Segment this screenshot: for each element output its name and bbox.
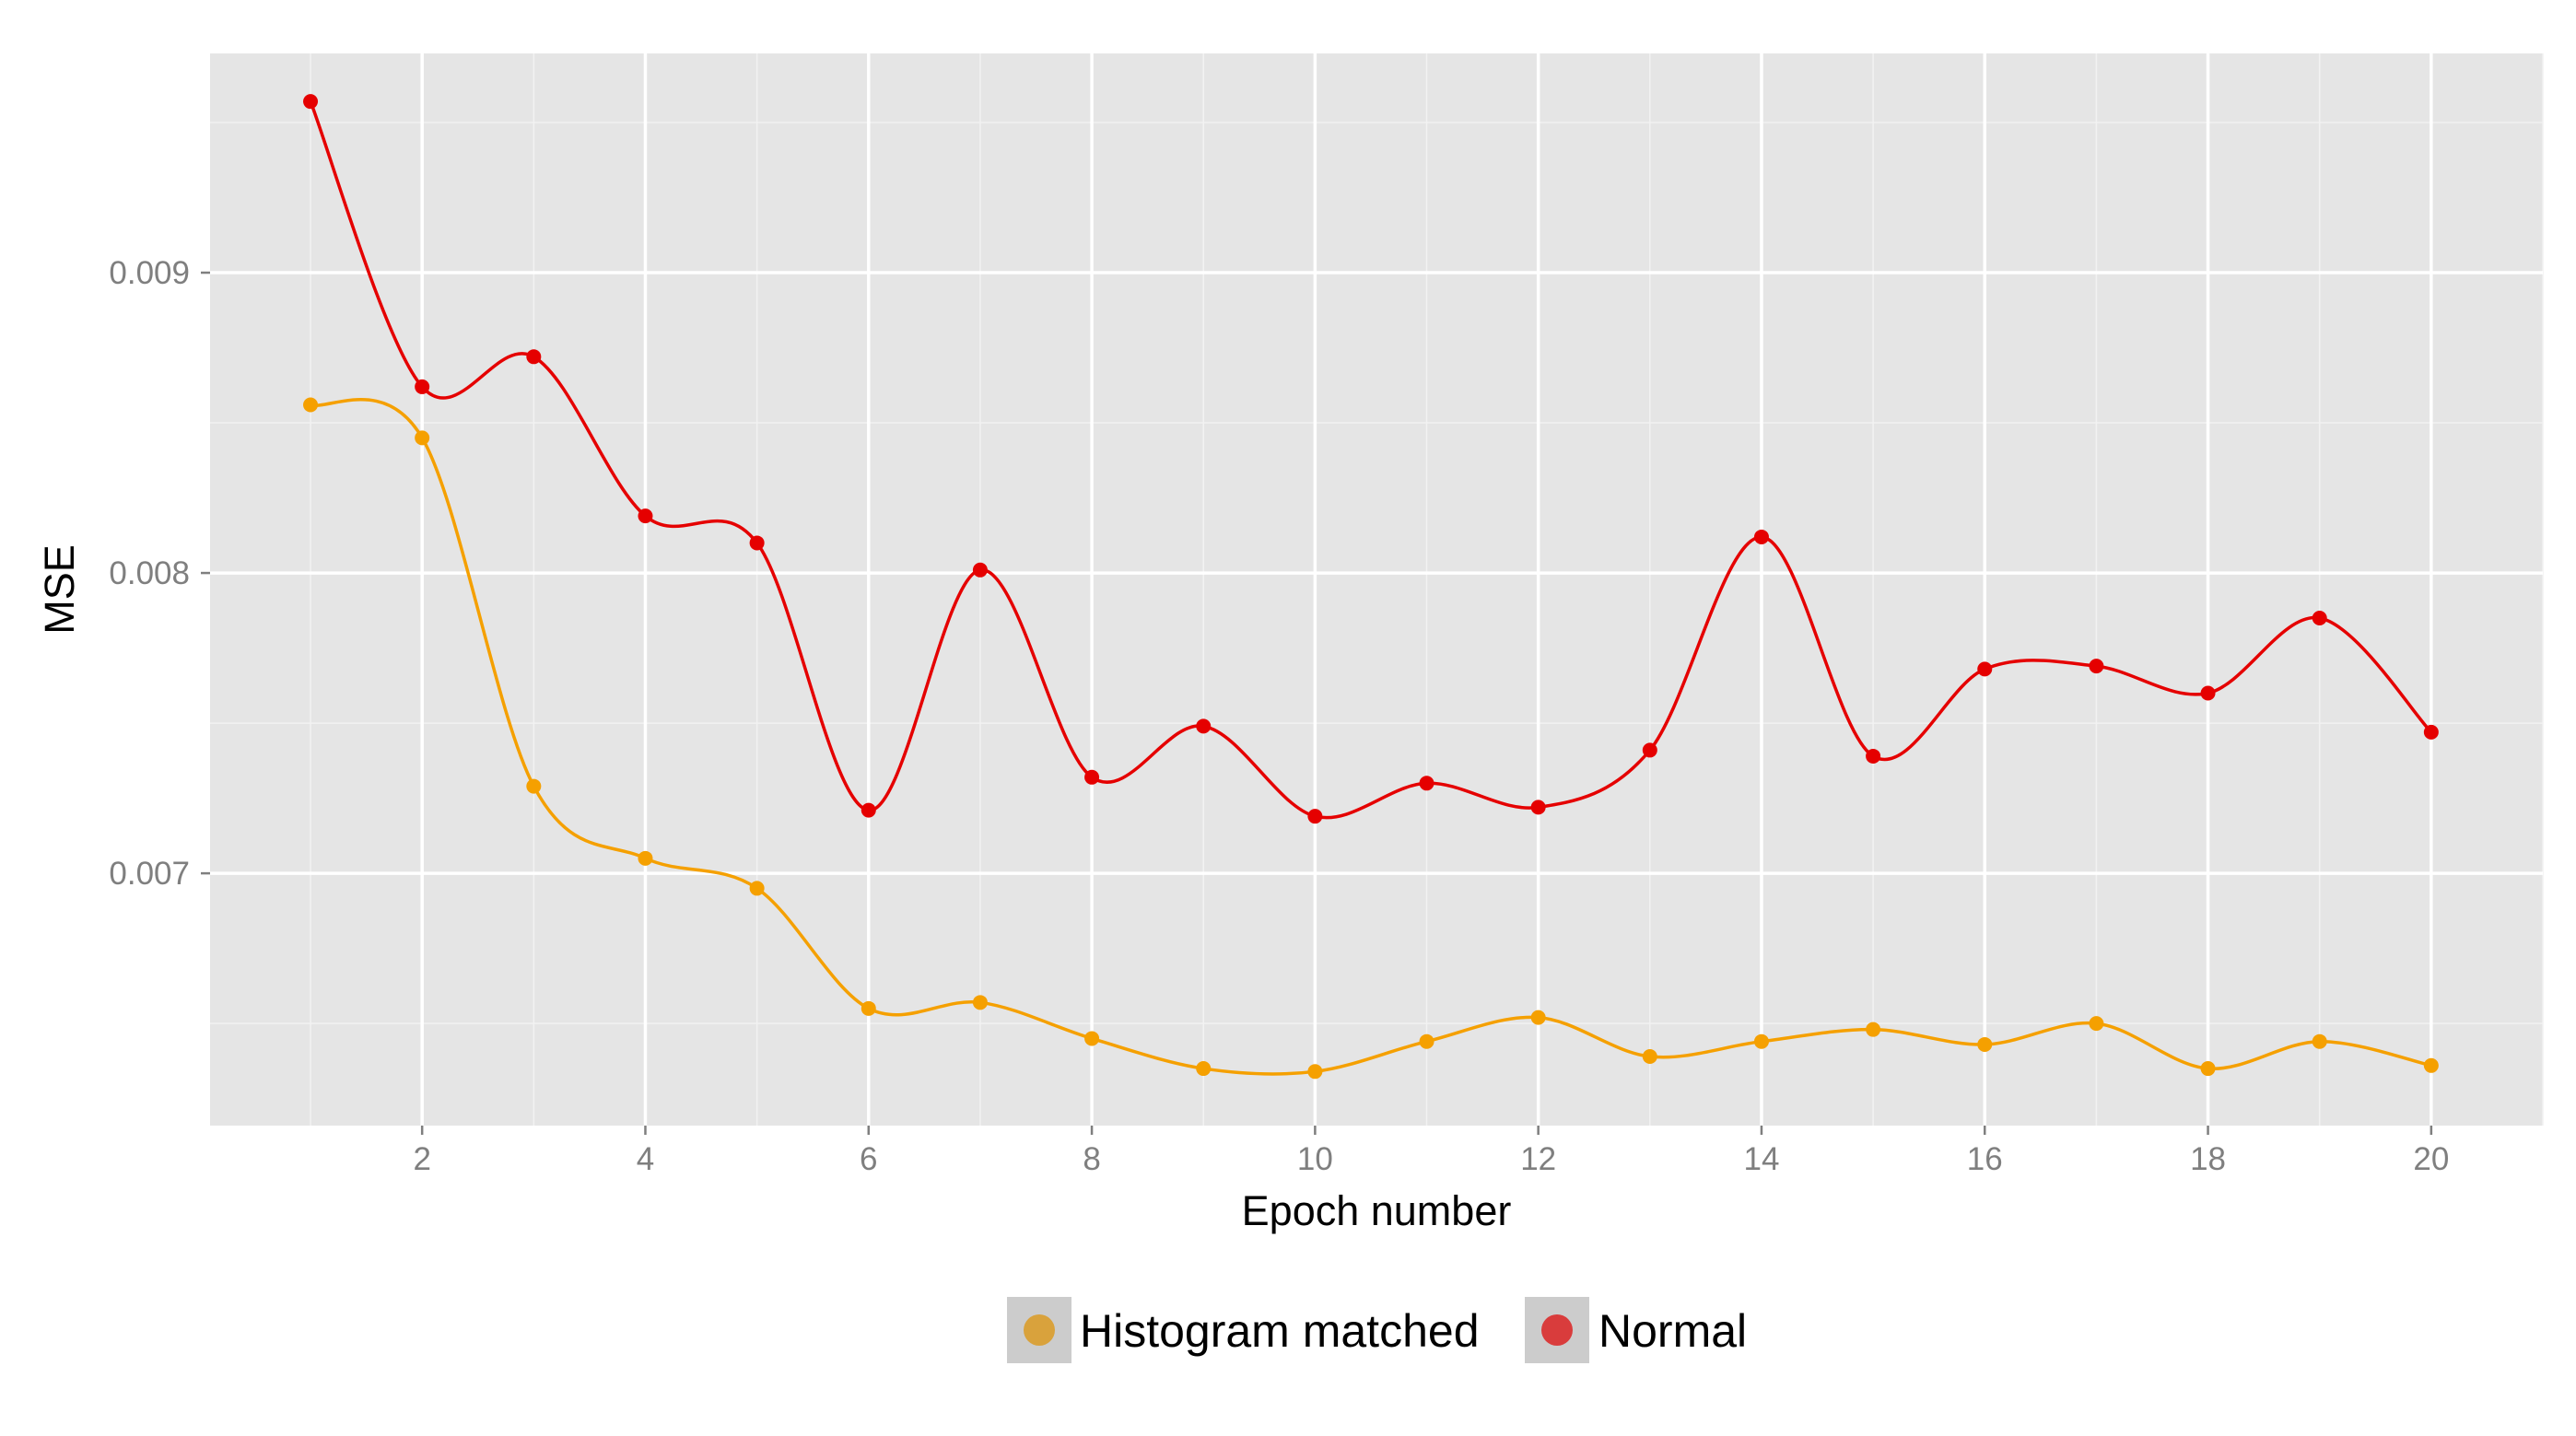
x-tick-label: 16 (1967, 1141, 2003, 1177)
data-point-normal (2089, 659, 2104, 674)
x-tick-label: 2 (413, 1141, 430, 1177)
data-point-histogram-matched (1196, 1061, 1212, 1077)
data-point-histogram-matched (1530, 1010, 1546, 1025)
series-points (303, 94, 2439, 1080)
data-point-normal (638, 508, 653, 524)
data-point-normal (1866, 748, 1881, 764)
data-point-histogram-matched (861, 1000, 876, 1016)
data-point-normal (1196, 718, 1212, 734)
data-point-histogram-matched (526, 778, 542, 794)
x-tick-label: 8 (1083, 1141, 1100, 1177)
data-point-normal (1084, 769, 1100, 785)
data-point-histogram-matched (1977, 1036, 1993, 1052)
x-tick-label: 12 (1520, 1141, 1556, 1177)
data-point-histogram-matched (638, 850, 653, 866)
data-point-normal (1642, 742, 1657, 758)
x-tick-label: 20 (2413, 1141, 2449, 1177)
data-point-normal (749, 535, 765, 551)
data-point-normal (972, 562, 988, 578)
data-point-normal (2312, 610, 2327, 625)
legend-item-normal: Normal (1525, 1297, 1747, 1363)
data-point-histogram-matched (1084, 1031, 1100, 1046)
y-tick-label: 0.007 (109, 856, 190, 892)
data-point-histogram-matched (1753, 1033, 1769, 1049)
x-axis-ticks: 2 4 6 8 10 12 14 16 18 20 (413, 1126, 2449, 1177)
legend-label: Normal (1598, 1305, 1747, 1357)
legend: Histogram matched Normal (1007, 1297, 1747, 1363)
y-axis-ticks: 0.007 0.008 0.009 (109, 255, 210, 892)
y-tick-label: 0.008 (109, 555, 190, 591)
data-point-normal (415, 379, 430, 394)
data-point-histogram-matched (1642, 1049, 1657, 1065)
y-axis-title: MSE (36, 544, 83, 635)
data-point-histogram-matched (1866, 1022, 1881, 1037)
data-point-histogram-matched (2089, 1016, 2104, 1032)
legend-key-marker (1541, 1314, 1573, 1346)
data-point-histogram-matched (415, 430, 430, 446)
x-axis-title: Epoch number (1242, 1187, 1512, 1234)
legend-key-marker (1024, 1314, 1055, 1346)
data-point-normal (2423, 724, 2439, 740)
data-point-histogram-matched (1419, 1033, 1434, 1049)
data-point-normal (1307, 809, 1323, 824)
x-tick-label: 18 (2190, 1141, 2226, 1177)
data-point-histogram-matched (1307, 1064, 1323, 1080)
data-point-normal (1419, 776, 1434, 791)
data-point-normal (526, 349, 542, 365)
data-point-histogram-matched (303, 397, 319, 413)
x-tick-label: 10 (1297, 1141, 1333, 1177)
plot-panel (210, 53, 2543, 1126)
x-tick-label: 14 (1743, 1141, 1779, 1177)
data-point-histogram-matched (2312, 1033, 2327, 1049)
data-point-histogram-matched (972, 995, 988, 1010)
legend-item-histogram-matched: Histogram matched (1007, 1297, 1480, 1363)
legend-label: Histogram matched (1080, 1305, 1480, 1357)
data-point-histogram-matched (2200, 1061, 2216, 1077)
data-point-histogram-matched (2423, 1057, 2439, 1073)
data-point-histogram-matched (749, 881, 765, 896)
x-tick-label: 6 (860, 1141, 877, 1177)
data-point-normal (303, 94, 319, 110)
minor-grid (210, 53, 2544, 1126)
x-tick-label: 4 (637, 1141, 654, 1177)
data-point-normal (2200, 685, 2216, 701)
data-point-normal (1753, 529, 1769, 544)
data-point-normal (861, 802, 876, 818)
major-grid (210, 53, 2543, 1126)
data-point-normal (1977, 661, 1993, 677)
y-tick-label: 0.009 (109, 255, 190, 291)
data-point-normal (1530, 800, 1546, 815)
